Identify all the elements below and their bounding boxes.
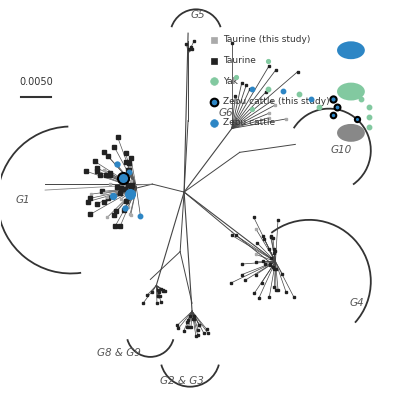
Ellipse shape xyxy=(337,41,365,59)
Text: Taurine (this study): Taurine (this study) xyxy=(223,36,310,44)
Ellipse shape xyxy=(337,124,365,142)
Text: G6: G6 xyxy=(218,108,233,118)
Text: G2 & G3: G2 & G3 xyxy=(160,376,204,386)
Text: Zebu cattle (this study): Zebu cattle (this study) xyxy=(223,97,329,106)
Text: Zebu cattle: Zebu cattle xyxy=(223,118,275,127)
Text: G4: G4 xyxy=(350,298,364,308)
Text: Yak: Yak xyxy=(223,77,238,86)
Text: 0.0050: 0.0050 xyxy=(19,77,53,87)
Text: G10: G10 xyxy=(330,145,352,155)
Text: Taurine: Taurine xyxy=(223,56,256,65)
Text: G8 & G9: G8 & G9 xyxy=(97,348,140,358)
Text: G5: G5 xyxy=(191,10,205,20)
Text: G1: G1 xyxy=(16,195,30,205)
Ellipse shape xyxy=(337,83,365,100)
